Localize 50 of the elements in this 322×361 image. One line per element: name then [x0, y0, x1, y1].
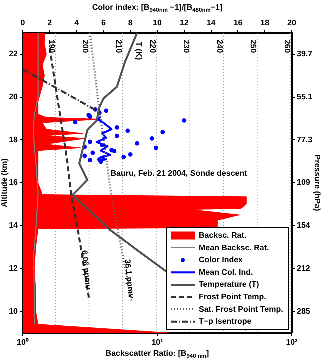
- annotation: 200: [81, 40, 90, 54]
- y-tick-label: 16: [9, 178, 19, 188]
- y-tick-label: 20: [9, 92, 19, 102]
- x2-tick-label: 2: [48, 18, 53, 28]
- x2-tick-label: 14: [206, 18, 216, 28]
- legend-label: Temperature (T): [199, 280, 260, 290]
- y-axis-title: Altitude (km): [0, 158, 10, 208]
- y2-axis-title: Pressure (hPa): [312, 154, 322, 212]
- x-tick-label: 10²: [286, 338, 298, 348]
- y-tick-label: 10: [9, 306, 19, 316]
- legend-label: Mean Backsc. Rat.: [199, 243, 270, 252]
- category-label: 285: [297, 306, 310, 316]
- x2-tick-label: 20: [288, 18, 297, 28]
- y-tick-label: 14: [9, 221, 19, 230]
- x2-tick-label: 0: [20, 18, 26, 28]
- category-label: 77.3: [297, 135, 313, 144]
- annotation: 240: [216, 40, 225, 54]
- legend-label: Color Index: [199, 256, 244, 265]
- x2-tick-label: 4: [74, 18, 80, 28]
- annotation: 190: [47, 40, 56, 54]
- legend-label: T−p Isentrope: [199, 317, 252, 326]
- x2-tick-label: 8: [128, 18, 134, 28]
- x-tick-label: 10¹: [152, 338, 164, 348]
- x2-tick-label: 12: [180, 18, 190, 28]
- annotation: T (K): [134, 42, 144, 60]
- category-label: 55.1: [297, 92, 313, 102]
- y-tick-label: 18: [9, 135, 19, 144]
- annotation: 36.1 ppmv: [123, 259, 136, 300]
- x2-tick-label: 6: [101, 18, 106, 28]
- category-label: 212: [297, 264, 310, 273]
- legend-label: Sat. Frost Point Temp.: [199, 304, 284, 314]
- annotation: 260: [282, 40, 292, 54]
- x2-tick-label: 16: [234, 18, 244, 28]
- annotation: 230: [182, 40, 191, 54]
- annotation: 220: [148, 40, 158, 54]
- y-tick-label: 12: [9, 264, 19, 273]
- annotation: 6.06 ppmv: [80, 250, 93, 290]
- annotation: 210: [114, 40, 124, 54]
- annotation: 250: [249, 40, 258, 54]
- legend-label: Frost Point Temp.: [199, 292, 266, 302]
- x2-tick-label: 10: [153, 18, 162, 28]
- legend-label: Backsc. Rat.: [199, 230, 247, 240]
- x2-tick-label: 18: [260, 18, 270, 28]
- y-tick-label: 22: [9, 50, 19, 59]
- x-tick-label: 10⁰: [17, 338, 29, 348]
- category-label: 39.7: [297, 50, 313, 59]
- category-label: 154: [297, 221, 310, 230]
- category-label: 109: [297, 178, 310, 188]
- annotation: Bauru, Feb. 21 2004, Sonde descent: [110, 169, 248, 178]
- legend-label: Mean Col. Ind.: [199, 268, 254, 277]
